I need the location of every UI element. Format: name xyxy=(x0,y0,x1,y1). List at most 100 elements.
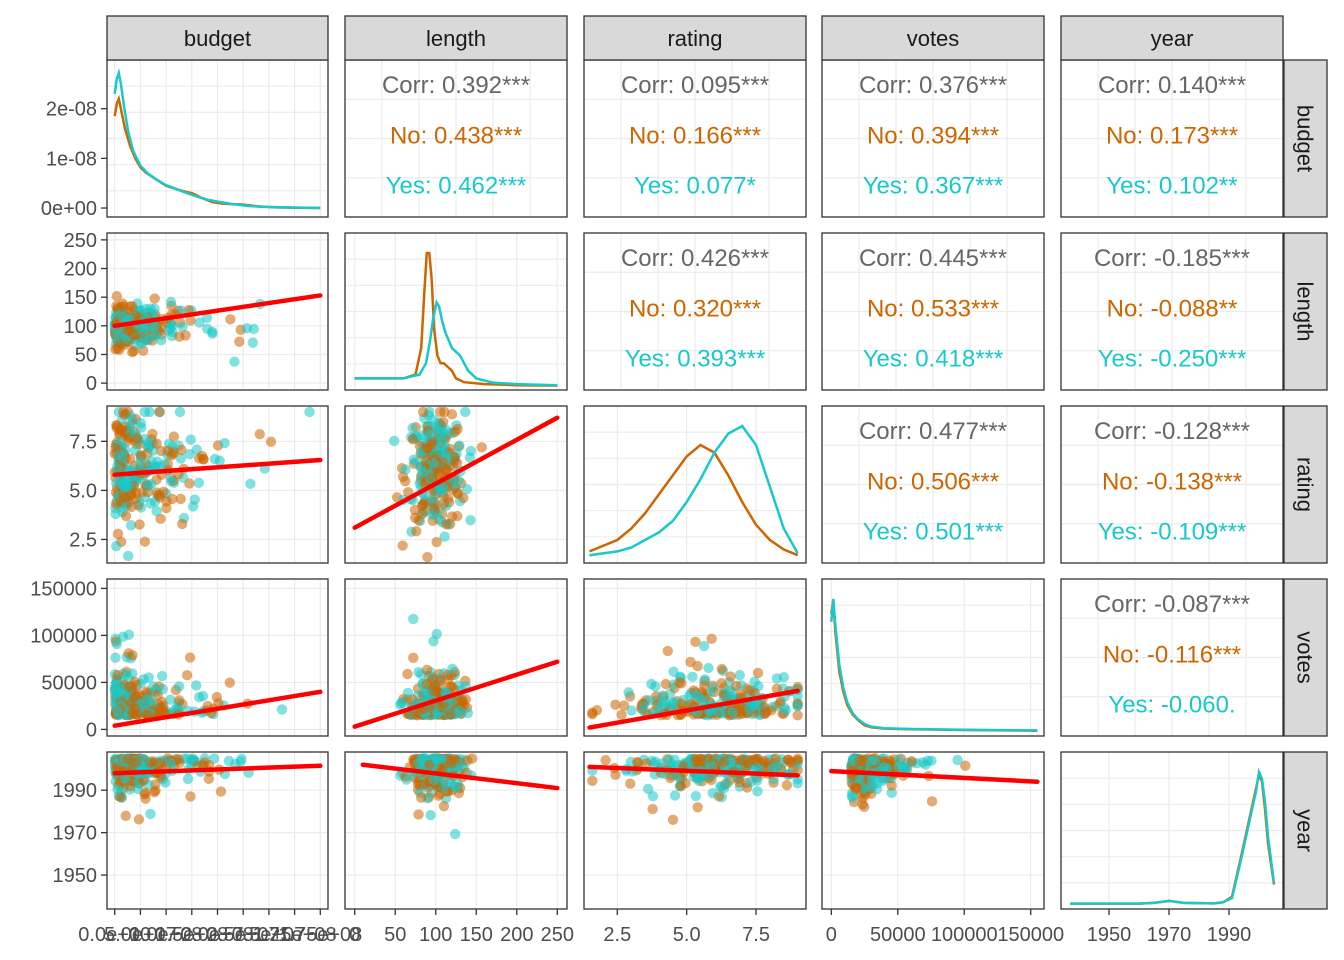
point-no xyxy=(127,347,138,358)
point-yes xyxy=(727,707,738,718)
point-yes xyxy=(424,429,436,440)
point-no xyxy=(174,331,185,342)
point-no xyxy=(438,801,450,812)
x-axis-votes: 0 50000 100000 150000 xyxy=(826,909,1064,946)
point-yes xyxy=(752,786,763,797)
panel-rating-length xyxy=(344,405,568,564)
x-axis-rating: 2.5 5.0 7.5 xyxy=(603,909,770,946)
point-no xyxy=(706,633,717,645)
point-yes xyxy=(623,687,634,698)
point-yes xyxy=(156,670,168,682)
point-yes xyxy=(654,702,666,713)
point-no xyxy=(439,406,450,418)
point-yes xyxy=(426,494,437,505)
y-tick-label: 5.0 xyxy=(69,480,97,502)
fit-line xyxy=(352,659,560,729)
point-no xyxy=(175,493,186,505)
x-tick-label: 150 xyxy=(460,924,493,946)
point-yes xyxy=(426,509,438,520)
point-yes xyxy=(767,763,778,774)
point-yes xyxy=(877,775,888,786)
point-yes xyxy=(450,782,462,793)
scatter-points-year-rating xyxy=(587,753,803,826)
point-yes xyxy=(165,757,176,769)
point-yes xyxy=(454,440,465,451)
strip-right-rating: rating xyxy=(1283,405,1328,564)
fit-line xyxy=(112,763,323,776)
point-no xyxy=(133,814,145,825)
point-no xyxy=(960,760,971,771)
point-no xyxy=(692,802,703,813)
point-no xyxy=(906,756,917,767)
point-no xyxy=(111,762,122,774)
point-yes xyxy=(135,418,147,429)
y-tick-label: 0 xyxy=(86,373,97,395)
point-yes xyxy=(431,753,442,764)
x-tick-label: 7.5e+07 xyxy=(232,924,305,946)
y-tick-label: 1950 xyxy=(53,865,98,887)
strip-label-rating: rating xyxy=(667,26,722,51)
point-yes xyxy=(113,464,124,475)
point-yes xyxy=(194,692,205,703)
point-no xyxy=(886,780,897,791)
point-yes xyxy=(436,426,448,437)
point-yes xyxy=(147,681,159,692)
point-yes xyxy=(193,477,205,489)
point-no xyxy=(616,709,627,720)
point-yes xyxy=(143,480,154,492)
point-yes xyxy=(428,457,439,469)
point-no xyxy=(149,293,160,304)
point-no xyxy=(408,652,419,664)
point-no xyxy=(451,457,463,469)
y-tick-label: 100 xyxy=(64,316,97,338)
point-no xyxy=(158,486,169,497)
panel-length-budget xyxy=(106,232,329,391)
point-yes xyxy=(734,669,746,681)
y-tick-label: 250 xyxy=(64,230,97,252)
point-no xyxy=(450,426,461,438)
point-yes xyxy=(846,790,858,802)
point-no xyxy=(640,758,652,769)
point-no xyxy=(587,775,598,786)
x-axis-budget: 0.0e+005.0e+071.0e+081.5e+082.0e+082.5e+… xyxy=(78,909,362,946)
y-axis-year: 1950 1970 1990 xyxy=(53,780,107,887)
point-no xyxy=(422,442,433,454)
point-no xyxy=(782,754,794,766)
point-yes xyxy=(144,334,155,345)
point-no xyxy=(185,315,196,326)
point-yes xyxy=(866,782,877,793)
density-budget-yes xyxy=(113,67,321,210)
point-no xyxy=(445,708,456,720)
corr-yes-length-votes: Yes: 0.418*** xyxy=(863,346,1004,373)
point-no xyxy=(675,781,686,792)
point-yes xyxy=(703,662,714,674)
point-no xyxy=(126,501,137,513)
corr-yes-rating-votes: Yes: 0.501*** xyxy=(863,519,1004,546)
density-votes-yes xyxy=(830,598,1038,732)
point-no xyxy=(660,678,672,690)
point-no xyxy=(154,406,165,418)
point-yes xyxy=(893,754,905,765)
point-yes xyxy=(425,810,436,821)
point-no xyxy=(857,799,868,810)
point-yes xyxy=(151,506,162,517)
scatter-points-votes-budget xyxy=(109,629,288,721)
point-yes xyxy=(698,640,710,652)
point-yes xyxy=(143,437,154,449)
point-no xyxy=(184,652,196,663)
point-yes xyxy=(917,757,928,768)
y-tick-label: 50 xyxy=(75,344,97,366)
panel-length-votes: Corr: 0.445*** No: 0.533*** Yes: 0.418*** xyxy=(821,232,1045,391)
point-no xyxy=(225,314,236,325)
point-no xyxy=(117,491,128,502)
point-no xyxy=(185,791,196,802)
point-yes xyxy=(111,540,122,552)
point-no xyxy=(716,678,727,689)
point-no xyxy=(174,695,185,706)
density-rating-yes xyxy=(589,424,799,557)
point-yes xyxy=(155,334,167,346)
corr-no-votes-year: No: -0.116*** xyxy=(1103,641,1241,668)
strip-right-budget: budget xyxy=(1283,59,1328,218)
point-no xyxy=(667,814,679,826)
y-tick-label: 0 xyxy=(86,719,97,741)
